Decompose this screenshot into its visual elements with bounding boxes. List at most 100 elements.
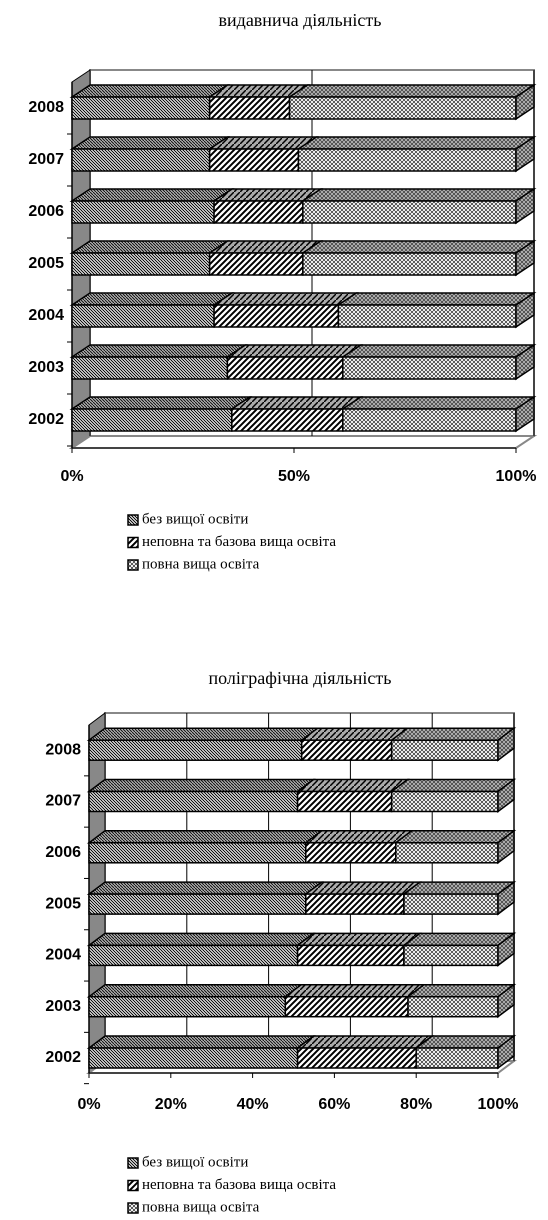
- bar: [296, 790, 393, 813]
- bar-top: [69, 84, 231, 98]
- bar-end: [497, 726, 515, 762]
- bar: [302, 200, 517, 224]
- bar-top: [389, 727, 517, 741]
- bar-end: [515, 395, 535, 433]
- bar: [71, 148, 211, 172]
- y-tick-label: 2004: [45, 947, 81, 964]
- legend-label: без вищої освіти: [142, 511, 248, 527]
- bar-end: [515, 135, 535, 173]
- bar: [213, 304, 340, 328]
- bar: [231, 408, 344, 432]
- bar: [71, 356, 229, 380]
- bar: [208, 96, 291, 120]
- y-tick-label: 2004: [28, 307, 64, 324]
- legend-swatch: [127, 1157, 139, 1169]
- bar: [71, 96, 211, 120]
- bar-end: [497, 983, 515, 1019]
- bar: [342, 356, 517, 380]
- legend-label: без вищої освіти: [142, 1154, 248, 1170]
- bar-end: [497, 931, 515, 967]
- bar: [71, 408, 233, 432]
- bar: [403, 893, 499, 915]
- bar-top: [69, 396, 253, 410]
- bar: [407, 995, 499, 1018]
- bar-top: [300, 240, 537, 254]
- bar-top: [69, 136, 231, 150]
- bar-end: [497, 1034, 515, 1070]
- bar-end: [515, 187, 535, 225]
- bar: [208, 148, 300, 172]
- bar: [297, 148, 517, 172]
- bar: [296, 944, 405, 967]
- chart-title: поліграфічна діяльність: [209, 668, 392, 688]
- bar-top: [287, 84, 537, 98]
- bar: [71, 304, 215, 328]
- x-tick-label: 80%: [400, 1096, 432, 1113]
- bar-end: [515, 291, 535, 329]
- bar-top: [207, 240, 324, 254]
- bar: [302, 252, 517, 276]
- bar-top: [283, 983, 427, 998]
- y-tick-label: 2003: [45, 998, 81, 1015]
- bar: [88, 1047, 299, 1069]
- bar: [88, 944, 299, 967]
- y-tick-label: 2007: [45, 793, 81, 810]
- y-tick-label: 2003: [28, 359, 64, 376]
- x-tick-label: 100%: [478, 1096, 519, 1113]
- bar: [71, 200, 215, 224]
- bar: [208, 252, 304, 276]
- bar: [305, 842, 397, 864]
- legend-swatch: [127, 514, 139, 526]
- bar: [288, 96, 517, 120]
- bar: [296, 1047, 417, 1069]
- legend-swatch: [127, 1179, 139, 1192]
- bar: [226, 356, 344, 380]
- bar: [390, 790, 499, 813]
- bar-top: [86, 983, 304, 998]
- bar: [284, 995, 409, 1018]
- bar-top: [303, 881, 423, 895]
- bar: [337, 304, 517, 328]
- legend-label: повна вища освіта: [142, 556, 260, 572]
- bar-top: [340, 396, 537, 410]
- bar-end: [497, 829, 515, 865]
- y-tick-label: 2002: [45, 1049, 81, 1066]
- bar: [305, 893, 405, 915]
- bar-top: [405, 983, 517, 998]
- bar-top: [303, 830, 414, 844]
- x-tick-label: 0%: [60, 468, 83, 485]
- y-tick-label: 2006: [28, 203, 64, 220]
- y-tick-label: 2006: [45, 844, 81, 861]
- bar: [88, 893, 307, 915]
- y-tick-label: 2008: [28, 99, 64, 116]
- bar: [390, 739, 499, 761]
- bar: [71, 252, 211, 276]
- bar: [415, 1047, 499, 1069]
- legend-label: неповна та базова вища освіта: [142, 1177, 336, 1193]
- bar-top: [299, 727, 410, 741]
- bar-top: [69, 344, 248, 358]
- bar-top: [295, 778, 410, 793]
- x-tick-label: 20%: [155, 1096, 187, 1113]
- bar-top: [401, 881, 517, 895]
- bar-top: [389, 778, 517, 793]
- x-tick-label: 50%: [278, 468, 310, 485]
- bar-top: [401, 932, 517, 947]
- bar: [342, 408, 517, 432]
- y-tick-label: 2002: [28, 411, 64, 428]
- bar-top: [340, 344, 537, 358]
- legend-swatch: [127, 1202, 139, 1214]
- bar: [395, 842, 499, 864]
- bar-top: [224, 344, 364, 358]
- bar: [88, 790, 299, 813]
- bar-top: [86, 881, 325, 895]
- bar: [300, 739, 393, 761]
- legend-label: неповна та базова вища освіта: [142, 534, 336, 550]
- bar-end: [515, 239, 535, 277]
- bar-top: [300, 188, 537, 202]
- bar-top: [211, 292, 359, 306]
- bar-top: [86, 1035, 316, 1049]
- bar-top: [69, 292, 235, 306]
- x-tick-label: 100%: [496, 468, 537, 485]
